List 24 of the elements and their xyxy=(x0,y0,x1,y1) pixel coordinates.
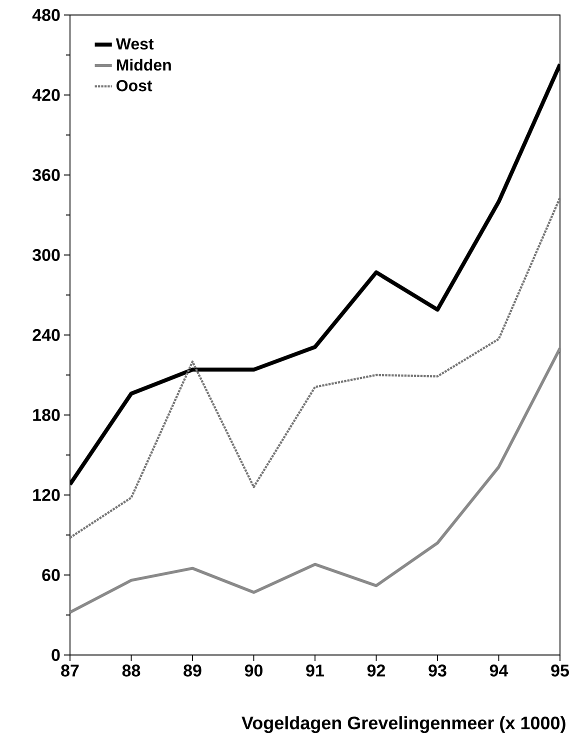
x-tick-label: 88 xyxy=(122,664,140,677)
line-series xyxy=(70,196,560,539)
x-tick-label: 92 xyxy=(367,664,386,677)
y-tick-label: 480 xyxy=(32,8,60,22)
x-axis-title: Vogeldagen Grevelingenmeer (x 1000) xyxy=(242,716,566,733)
y-tick-label: 60 xyxy=(42,568,60,582)
x-tick-label: 91 xyxy=(306,664,324,677)
y-tick-label: 360 xyxy=(32,168,60,182)
x-tick-label: 90 xyxy=(244,664,262,677)
legend-label: Oost xyxy=(116,80,152,92)
y-tick-label: 180 xyxy=(33,408,60,422)
y-tick-label: 420 xyxy=(32,88,60,102)
legend-label: Midden xyxy=(116,58,171,71)
x-tick-label: 93 xyxy=(428,664,446,677)
y-tick-label: 300 xyxy=(32,248,60,262)
y-tick-label: 120 xyxy=(33,488,60,502)
line-series xyxy=(70,346,560,614)
x-tick-label: 89 xyxy=(184,664,202,677)
x-tick-label: 87 xyxy=(61,664,79,677)
y-tick-label: 240 xyxy=(32,328,60,342)
x-tick-label: 95 xyxy=(551,664,569,677)
legend-label: West xyxy=(116,38,154,50)
x-tick-label: 94 xyxy=(490,664,508,677)
y-tick-label: 0 xyxy=(52,648,60,662)
